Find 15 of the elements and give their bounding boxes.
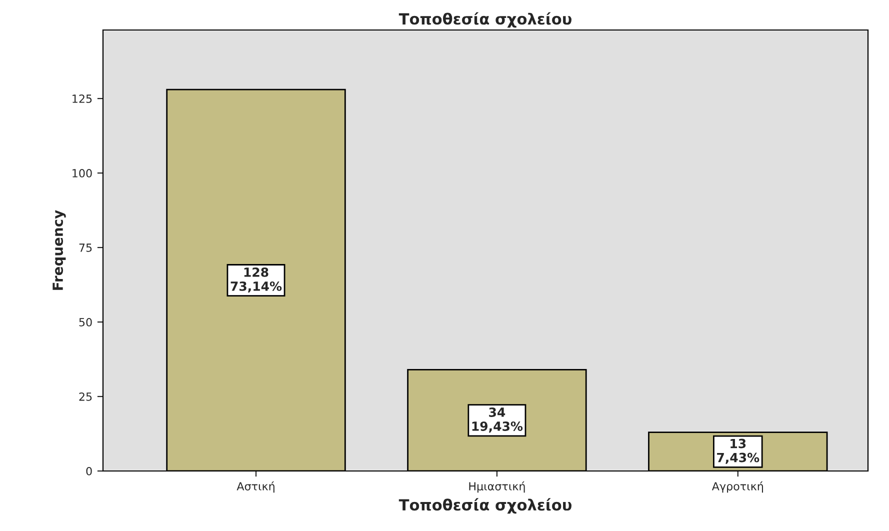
y-tick-label: 25: [79, 392, 92, 401]
data-label: 128 73,14%: [230, 267, 282, 293]
y-axis-title: Frequency: [52, 210, 66, 290]
y-tick-label: 50: [79, 318, 92, 326]
y-tick-label: 125: [72, 94, 92, 103]
y-tick-label: 100: [72, 169, 92, 178]
x-tick-label: Αστική: [236, 481, 274, 493]
data-label: 34 19,43%: [472, 408, 523, 433]
x-axis-title: Τοποθεσία σχολείου: [398, 498, 572, 514]
y-tick-label: 75: [79, 244, 92, 252]
data-label: 13 7,43%: [717, 438, 760, 464]
chart-title: Τοποθεσία σχολείου: [398, 12, 572, 28]
y-tick-label: 0: [86, 466, 92, 476]
x-tick-label: Αγροτική: [712, 481, 763, 493]
x-tick-label: Ημιαστική: [469, 481, 525, 493]
